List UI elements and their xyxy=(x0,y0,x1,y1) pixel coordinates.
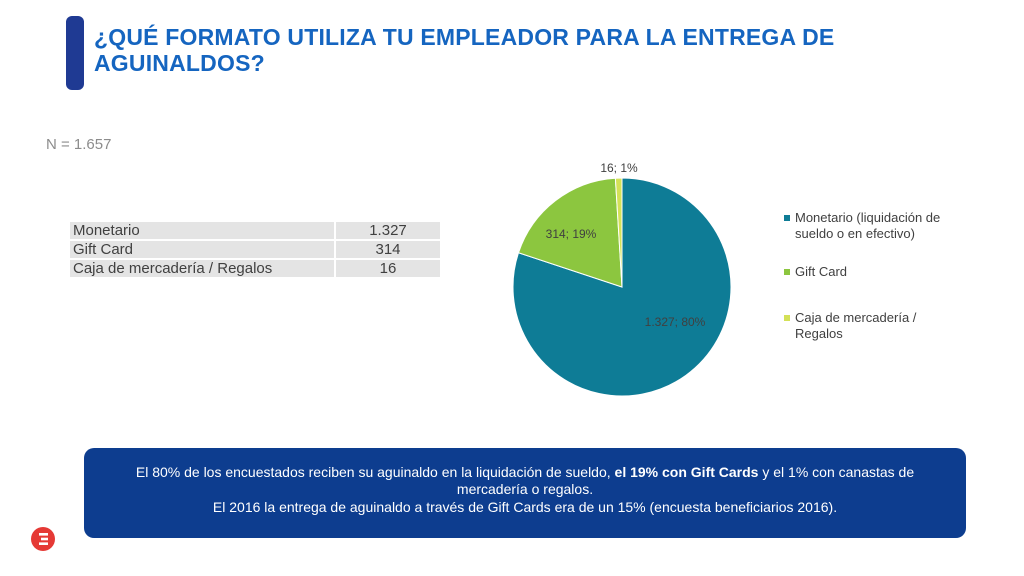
chart-legend: Monetario (liquidación de sueldo o en ef… xyxy=(784,210,954,342)
table-cell-value: 314 xyxy=(334,239,442,260)
data-table: Monetario 1.327 Gift Card 314 Caja de me… xyxy=(68,220,442,279)
table-cell-value: 16 xyxy=(334,258,442,279)
data-label-caja: 16; 1% xyxy=(600,161,638,175)
legend-label-caja: Caja de mercadería / Regalos xyxy=(795,310,917,341)
pie-slice-caja xyxy=(614,177,623,288)
brand-logo-icon xyxy=(31,527,55,551)
page-title: ¿QUÉ FORMATO UTILIZA TU EMPLEADOR PARA L… xyxy=(94,24,835,76)
table-cell-label: Gift Card xyxy=(68,239,336,260)
table-row: Gift Card 314 xyxy=(68,239,442,260)
callout-line-1: El 80% de los encuestados reciben su agu… xyxy=(124,464,926,498)
legend-label-gift-card: Gift Card xyxy=(795,264,848,279)
legend-label-monetario: Monetario (liquidación de sueldo o en ef… xyxy=(795,210,941,241)
legend-item-caja: Caja de mercadería / Regalos xyxy=(784,310,954,342)
summary-callout: El 80% de los encuestados reciben su agu… xyxy=(84,448,966,538)
legend-item-monetario: Monetario (liquidación de sueldo o en ef… xyxy=(784,210,954,264)
callout-text-pre: El 80% de los encuestados reciben su agu… xyxy=(135,464,615,480)
data-label-monetario: 1.327; 80% xyxy=(645,315,706,329)
pie-slice-gift-card xyxy=(517,177,623,288)
callout-text-post: y el 1% con canastas de mercadería o reg… xyxy=(456,464,915,497)
table-row: Monetario 1.327 xyxy=(68,220,442,241)
legend-item-gift-card: Gift Card xyxy=(784,264,954,310)
legend-swatch-caja xyxy=(784,315,790,321)
table-cell-value: 1.327 xyxy=(334,220,442,241)
table-row: Caja de mercadería / Regalos 16 xyxy=(68,258,442,279)
sample-size: N = 1.657 xyxy=(46,136,112,153)
legend-swatch-monetario xyxy=(784,215,790,221)
callout-text-bold: el 19% con Gift Cards xyxy=(614,464,759,480)
data-label-gift-card: 314; 19% xyxy=(546,227,597,241)
callout-line-2: El 2016 la entrega de aguinaldo a través… xyxy=(212,499,838,515)
legend-swatch-gift-card xyxy=(784,269,790,275)
table-cell-label: Monetario xyxy=(68,220,336,241)
title-accent-bar xyxy=(66,16,84,90)
pie-chart: 1.327; 80% 314; 19% 16; 1% xyxy=(512,161,732,397)
table-cell-label: Caja de mercadería / Regalos xyxy=(68,258,336,279)
